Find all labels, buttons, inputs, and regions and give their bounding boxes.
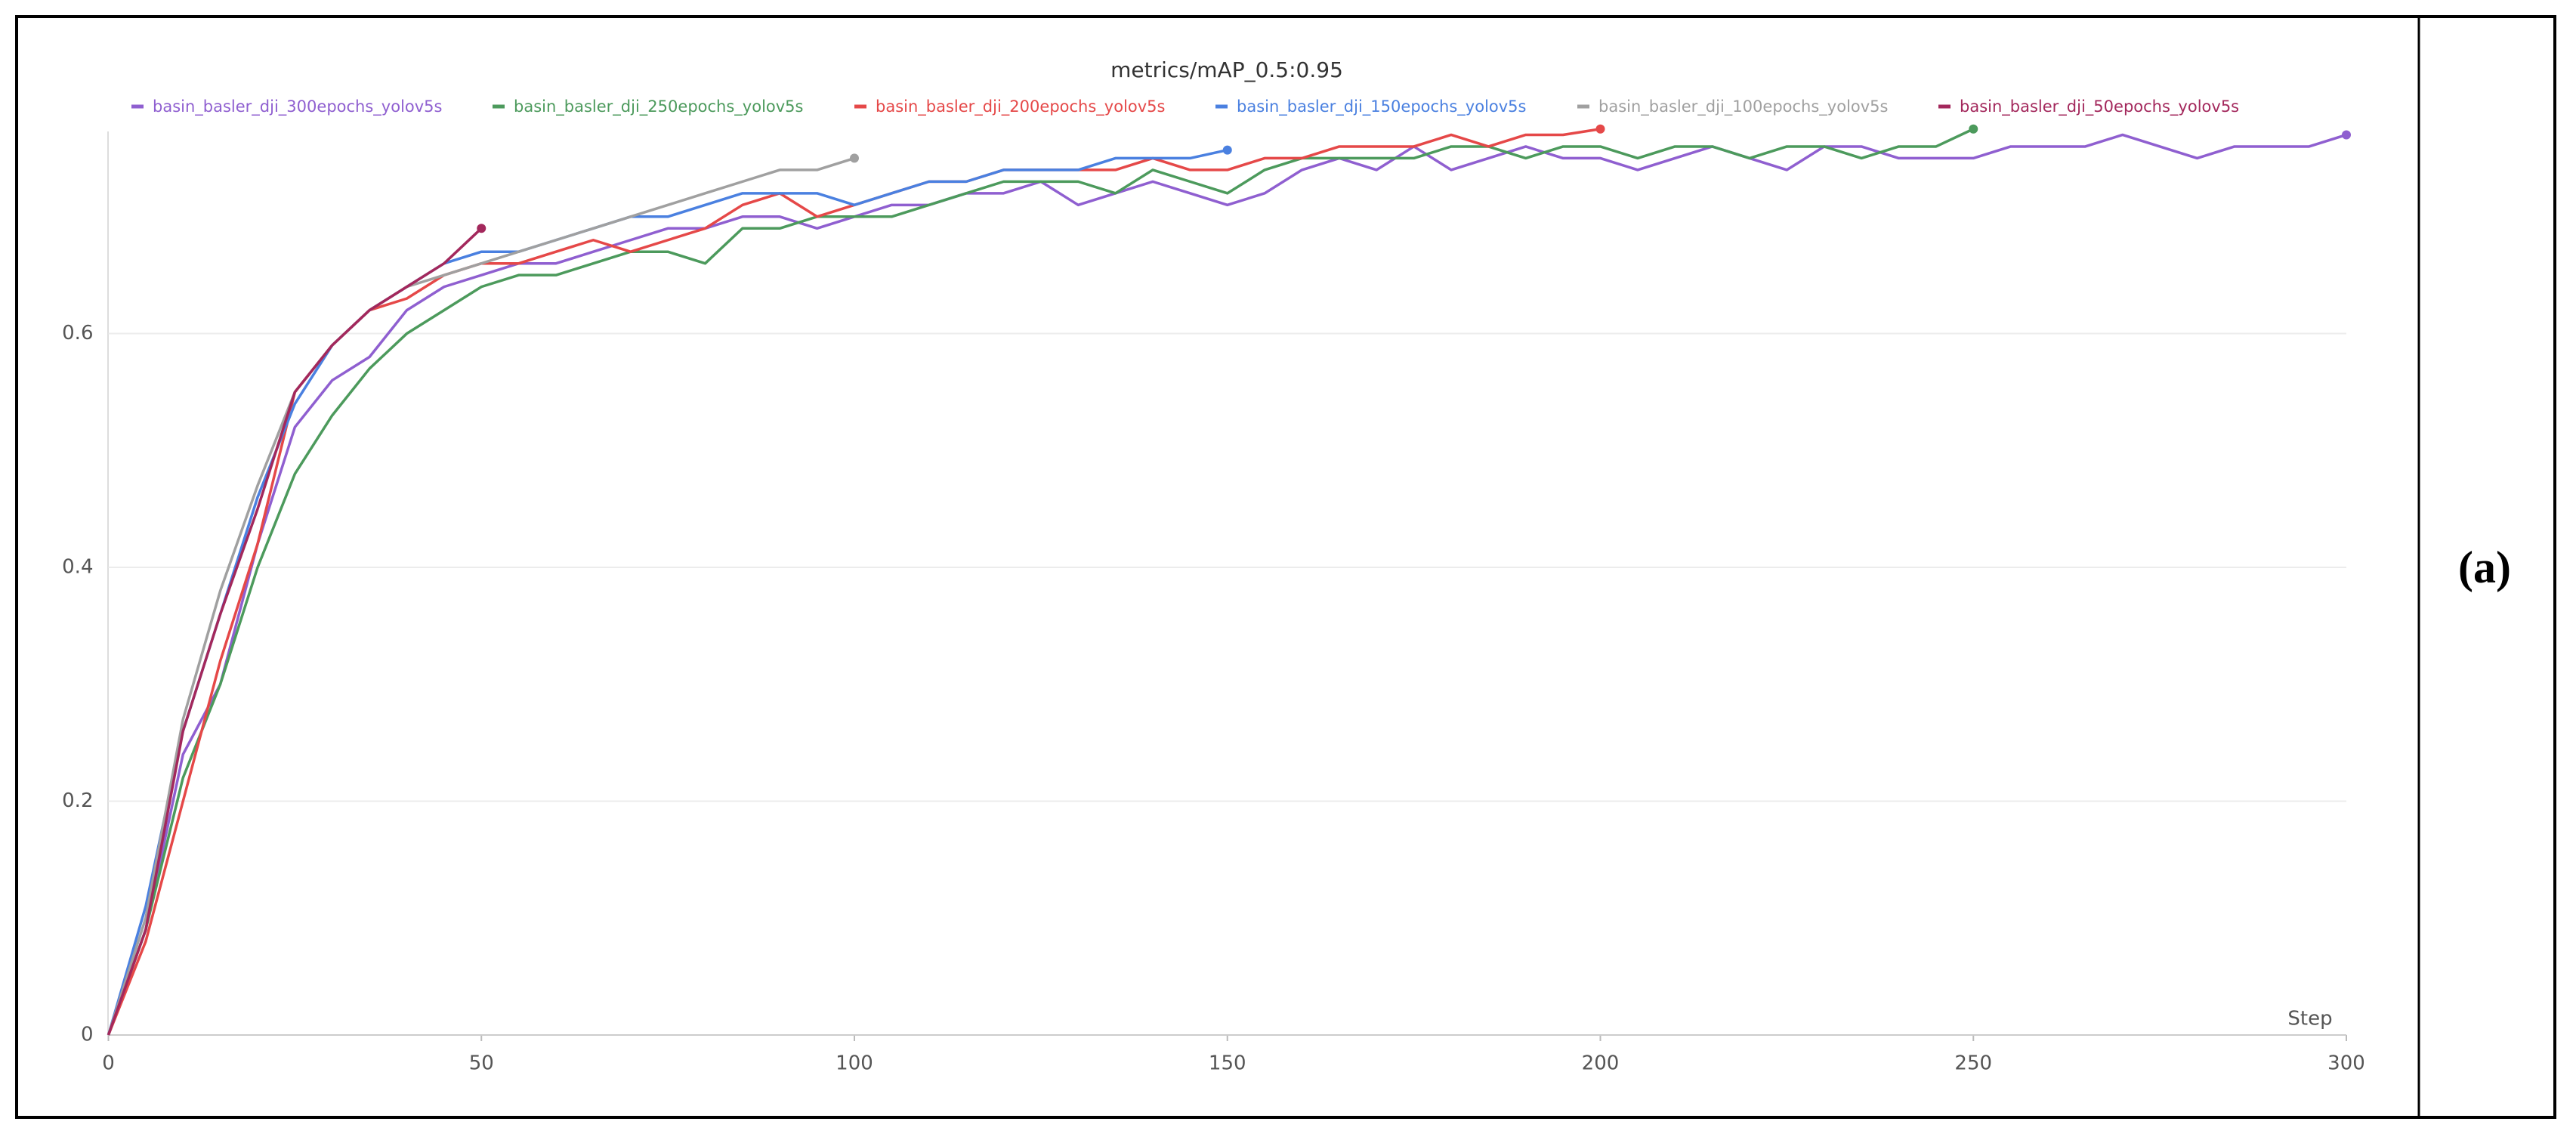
x-tick-label: 0	[102, 1052, 115, 1075]
series-line	[107, 148, 1228, 1036]
legend-label: basin_basler_dji_300epochs_yolov5s	[153, 97, 442, 116]
x-tick-label: 250	[1954, 1052, 1992, 1075]
y-tick-label: 0	[81, 1024, 94, 1046]
end-point	[2342, 130, 2351, 140]
legend-label: basin_basler_dji_200epochs_yolov5s	[876, 97, 1165, 116]
legend-label: basin_basler_dji_50epochs_yolov5s	[1960, 97, 2239, 116]
chart-title: metrics/mAP_0.5:0.95	[1110, 57, 1343, 82]
series-line	[107, 156, 855, 1036]
series-line	[107, 227, 483, 1036]
x-tick-label: 300	[2327, 1052, 2365, 1075]
end-point	[1969, 124, 1978, 134]
x-tick-label: 150	[1209, 1052, 1246, 1075]
end-point	[1222, 145, 1232, 155]
y-tick-label: 0.2	[62, 789, 93, 812]
end-point	[850, 153, 859, 163]
legend-label: basin_basler_dji_250epochs_yolov5s	[514, 97, 803, 116]
series-line	[107, 133, 2347, 1036]
y-tick-label: 0.4	[62, 556, 93, 579]
end-point	[477, 224, 486, 233]
x-tick-label: 100	[836, 1052, 873, 1075]
x-axis-label: Step	[2287, 1008, 2332, 1030]
series-line	[107, 128, 1601, 1036]
y-tick-label: 0.6	[62, 322, 93, 344]
series-line	[107, 128, 1974, 1036]
frame	[15, 15, 2556, 1119]
legend-label: basin_basler_dji_150epochs_yolov5s	[1237, 97, 1526, 116]
legend-label: basin_basler_dji_100epochs_yolov5s	[1598, 97, 1888, 116]
end-point	[1595, 124, 1605, 134]
panel-label: (a)	[2458, 542, 2511, 592]
x-tick-label: 200	[1582, 1052, 1620, 1075]
x-tick-label: 50	[469, 1052, 494, 1075]
